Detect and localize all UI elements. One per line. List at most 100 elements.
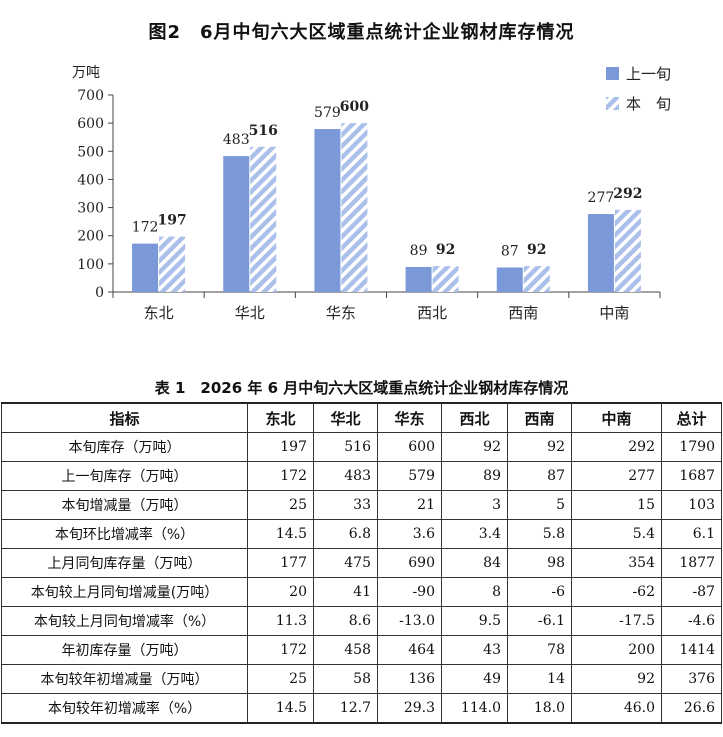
table-cell: 200 xyxy=(571,635,662,665)
y-axis-label: 万吨 xyxy=(72,65,100,81)
x-tick-label: 中南 xyxy=(599,304,629,322)
row-label: 本旬增减量（万吨） xyxy=(1,490,248,520)
table-cell: 46.0 xyxy=(571,693,662,724)
table-row: 本旬环比增减率（%） 14.5 6.8 3.6 3.4 5.8 5.4 6.1 xyxy=(1,519,722,549)
table-cell: 84 xyxy=(441,548,508,578)
table-cell: 9.5 xyxy=(441,606,508,636)
table-cell: 3.6 xyxy=(377,519,442,549)
table-title: 表 1 2026 年 6 月中旬六大区域重点统计企业钢材库存情况 xyxy=(154,379,569,397)
table-cell: 172 xyxy=(247,635,314,665)
header-xinan: 西南 xyxy=(507,402,572,433)
table-cell: 18.0 xyxy=(507,693,572,724)
x-tick-label: 西南 xyxy=(508,304,538,322)
header-xibei: 西北 xyxy=(441,402,508,433)
table-cell: 29.3 xyxy=(377,693,442,724)
data-label: 483 xyxy=(223,132,250,148)
legend-label: 上一旬 xyxy=(626,65,671,83)
table-cell: 21 xyxy=(377,490,442,520)
table-cell: 25 xyxy=(247,490,314,520)
table-cell: 197 xyxy=(247,432,314,462)
table-row: 本旬较年初增减率（%） 14.5 12.7 29.3 114.0 18.0 46.0 26.6 xyxy=(1,693,722,724)
header-zhongnan: 中南 xyxy=(571,402,662,433)
table-cell: 516 xyxy=(313,432,378,462)
data-label: 292 xyxy=(613,186,642,202)
table-cell: -17.5 xyxy=(571,606,662,636)
table-cell: 600 xyxy=(377,432,442,462)
row-label: 本旬环比增减率（%） xyxy=(1,519,248,549)
table-cell: 172 xyxy=(247,461,314,491)
table-cell: 579 xyxy=(377,461,442,491)
table-row: 本旬较上月同旬增减率（%） 11.3 8.6 -13.0 9.5 -6.1 -17.5 -4.… xyxy=(1,606,722,636)
table-cell: 14.5 xyxy=(247,693,314,724)
legend-swatch xyxy=(606,97,619,110)
y-tick-label: 300 xyxy=(77,201,104,217)
bar-previous-period xyxy=(132,243,159,292)
table-row: 上一旬库存（万吨） 172 483 579 89 87 277 1687 xyxy=(1,461,722,491)
table-row: 本旬增减量（万吨） 25 33 21 3 5 15 103 xyxy=(1,490,722,520)
legend-label: 本 旬 xyxy=(626,95,671,113)
table-cell: 5 xyxy=(507,490,572,520)
table-cell: -87 xyxy=(661,577,722,607)
header-dongbei: 东北 xyxy=(247,402,314,433)
table-cell: 14.5 xyxy=(247,519,314,549)
data-label: 197 xyxy=(157,213,186,229)
table-cell: 177 xyxy=(247,548,314,578)
header-huadong: 华东 xyxy=(377,402,442,433)
y-tick-label: 0 xyxy=(95,285,104,301)
table-cell: 87 xyxy=(507,461,572,491)
table-cell: 1687 xyxy=(661,461,722,491)
row-label: 上月同旬库存量（万吨） xyxy=(1,548,248,578)
table-cell: 458 xyxy=(313,635,378,665)
table-cell: 376 xyxy=(661,664,722,694)
table-cell: -6 xyxy=(507,577,572,607)
data-label: 92 xyxy=(527,242,546,258)
table-cell: 354 xyxy=(571,548,662,578)
table-cell: 5.8 xyxy=(507,519,572,549)
bar-previous-period xyxy=(587,214,614,292)
table-cell: 475 xyxy=(313,548,378,578)
table-cell: -13.0 xyxy=(377,606,442,636)
table-cell: 8 xyxy=(441,577,508,607)
table-cell: 20 xyxy=(247,577,314,607)
table-cell: 49 xyxy=(441,664,508,694)
data-label: 89 xyxy=(410,243,428,259)
header-total: 总计 xyxy=(661,402,722,433)
header-huabei: 华北 xyxy=(313,402,378,433)
row-label: 年初库存量（万吨） xyxy=(1,635,248,665)
table-cell: 92 xyxy=(571,664,662,694)
table-cell: 12.7 xyxy=(313,693,378,724)
y-tick-label: 400 xyxy=(77,172,104,188)
table-cell: -6.1 xyxy=(507,606,572,636)
bar-previous-period xyxy=(314,129,341,292)
table-cell: 26.6 xyxy=(661,693,722,724)
table-cell: -4.6 xyxy=(661,606,722,636)
table-cell: 1877 xyxy=(661,548,722,578)
y-tick-label: 700 xyxy=(77,88,104,104)
table-cell: -90 xyxy=(377,577,442,607)
table-row: 年初库存量（万吨） 172 458 464 43 78 200 1414 xyxy=(1,635,722,665)
data-label: 579 xyxy=(314,105,341,121)
bar-current-period xyxy=(250,146,277,292)
row-label: 本旬较年初增减率（%） xyxy=(1,693,248,724)
table-cell: 14 xyxy=(507,664,572,694)
data-label: 172 xyxy=(132,220,159,236)
table-cell: 98 xyxy=(507,548,572,578)
table-cell: 464 xyxy=(377,635,442,665)
table-cell: 78 xyxy=(507,635,572,665)
table-cell: 136 xyxy=(377,664,442,694)
data-label: 600 xyxy=(340,99,369,115)
table-cell: -62 xyxy=(571,577,662,607)
table-cell: 1790 xyxy=(661,432,722,462)
table-cell: 11.3 xyxy=(247,606,314,636)
data-label: 277 xyxy=(588,190,615,206)
table-cell: 43 xyxy=(441,635,508,665)
x-tick-label: 西北 xyxy=(417,304,447,322)
data-label: 87 xyxy=(501,244,519,260)
table-header-row: 指标 东北 华北 华东 西北 西南 中南 总计 xyxy=(1,402,722,433)
table-cell: 92 xyxy=(441,432,508,462)
bar-current-period xyxy=(614,209,641,292)
table-cell: 1414 xyxy=(661,635,722,665)
table-cell: 92 xyxy=(507,432,572,462)
table-cell: 3.4 xyxy=(441,519,508,549)
table-cell: 483 xyxy=(313,461,378,491)
